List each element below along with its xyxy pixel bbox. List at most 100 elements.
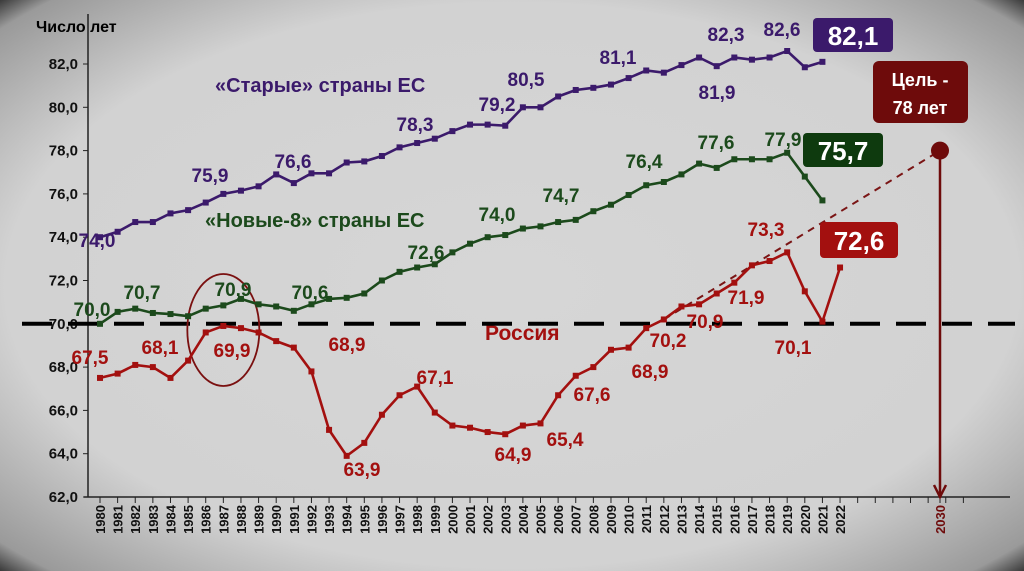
data-point-russia: [132, 361, 139, 368]
data-point-russia: [484, 429, 491, 436]
x-tick-label: 2017: [745, 505, 760, 534]
data-point-old-eu: [255, 183, 262, 190]
y-tick-label: 80,0: [49, 99, 78, 116]
data-point-old-eu: [202, 199, 209, 206]
data-label-russia: 68,9: [632, 362, 669, 383]
data-point-new-8-eu: [519, 225, 526, 232]
data-point-russia: [537, 420, 544, 427]
data-label-old-eu: 75,9: [192, 166, 229, 187]
x-tick-label: 2002: [481, 505, 496, 534]
data-label-russia: 63,9: [344, 460, 381, 481]
data-point-old-eu: [731, 54, 738, 61]
x-tick-label: 1993: [322, 505, 337, 534]
data-point-new-8-eu: [766, 156, 773, 163]
data-point-russia: [713, 290, 720, 297]
y-tick-label: 78,0: [49, 143, 78, 160]
data-point-new-8-eu: [414, 264, 421, 271]
data-point-new-8-eu: [555, 219, 562, 226]
data-point-old-eu: [801, 64, 808, 71]
data-point-old-eu: [343, 159, 350, 166]
x-tick-label: 2009: [604, 505, 619, 534]
data-point-old-eu: [308, 170, 315, 177]
data-point-old-eu: [784, 48, 791, 55]
data-point-new-8-eu: [97, 320, 103, 327]
data-label-russia: 68,9: [329, 335, 366, 356]
data-point-new-8-eu: [167, 311, 174, 318]
data-label-new-8-eu: 72,6: [408, 243, 445, 264]
data-point-russia: [361, 439, 368, 446]
data-point-russia: [237, 325, 244, 332]
data-point-old-eu: [766, 54, 773, 61]
data-point-new-8-eu: [467, 240, 474, 247]
data-point-old-eu: [132, 219, 139, 226]
x-tick-label: 1982: [128, 505, 143, 534]
data-label-old-eu: 80,5: [508, 70, 545, 91]
data-point-old-eu: [220, 190, 227, 197]
data-point-russia: [114, 370, 121, 377]
x-tick-label: 1997: [393, 505, 408, 534]
data-point-new-8-eu: [607, 201, 614, 208]
data-point-old-eu: [290, 180, 297, 187]
x-tick-label: 2020: [798, 505, 813, 534]
data-point-old-eu: [273, 171, 280, 178]
data-point-russia: [167, 374, 174, 381]
data-point-old-eu: [607, 81, 614, 88]
x-tick-label: 2004: [516, 504, 531, 534]
x-tick-label: 2001: [463, 505, 478, 534]
final-value-box-old-eu: [813, 18, 893, 52]
data-point-russia: [202, 329, 209, 336]
x-tick-label: 2000: [445, 505, 460, 534]
data-point-russia: [255, 329, 262, 336]
data-point-new-8-eu: [784, 149, 791, 156]
x-tick-label: 2018: [763, 505, 778, 534]
data-point-russia: [519, 422, 526, 429]
x-tick-label: 1989: [252, 505, 267, 534]
y-tick-label: 72,0: [49, 273, 78, 290]
data-point-new-8-eu: [185, 313, 192, 320]
data-point-russia: [273, 338, 280, 345]
y-tick-label: 64,0: [49, 446, 78, 463]
final-value-box-new-8: [803, 133, 883, 167]
data-point-russia: [837, 264, 844, 271]
data-label-russia: 70,2: [650, 331, 687, 352]
data-point-russia: [660, 316, 667, 323]
data-point-old-eu: [97, 234, 103, 241]
data-point-old-eu: [537, 104, 544, 111]
data-point-russia: [607, 346, 614, 353]
data-point-russia: [819, 318, 826, 325]
data-point-new-8-eu: [361, 290, 368, 297]
data-point-new-8-eu: [660, 178, 667, 185]
data-point-new-8-eu: [696, 160, 703, 167]
x-tick-label: 1996: [375, 505, 390, 534]
data-point-russia: [343, 452, 350, 459]
data-point-new-8-eu: [502, 232, 509, 239]
x-tick-label: 2006: [551, 505, 566, 534]
data-point-old-eu: [114, 228, 121, 235]
x-tick-label: 2008: [586, 505, 601, 534]
x-tick-label: 1984: [163, 504, 178, 534]
data-point-new-8-eu: [237, 295, 244, 302]
x-tick-label: 1980: [93, 505, 108, 534]
data-label-old-eu: 82,6: [764, 20, 801, 41]
x-tick-label: 1988: [234, 505, 249, 534]
final-value-russia: 72,6: [834, 226, 885, 256]
y-tick-label: 62,0: [49, 489, 78, 506]
data-label-russia: 67,1: [417, 368, 454, 389]
data-point-russia: [97, 374, 103, 381]
data-label-russia: 71,9: [728, 288, 765, 309]
data-point-old-eu: [414, 140, 421, 147]
target-label-line1: Цель -: [892, 70, 949, 90]
final-value-box-russia: [820, 222, 898, 258]
data-point-old-eu: [713, 63, 720, 70]
data-point-new-8-eu: [572, 216, 579, 223]
data-point-old-eu: [467, 121, 474, 128]
target-trend-line: [663, 149, 941, 321]
data-point-new-8-eu: [819, 197, 826, 204]
final-value-new-8: 75,7: [818, 136, 869, 166]
data-point-russia: [766, 258, 773, 265]
x-tick-label: 2021: [815, 505, 830, 534]
data-label-new-8-eu: 70,9: [215, 280, 252, 301]
data-point-russia: [431, 409, 438, 416]
data-point-russia: [414, 383, 421, 390]
